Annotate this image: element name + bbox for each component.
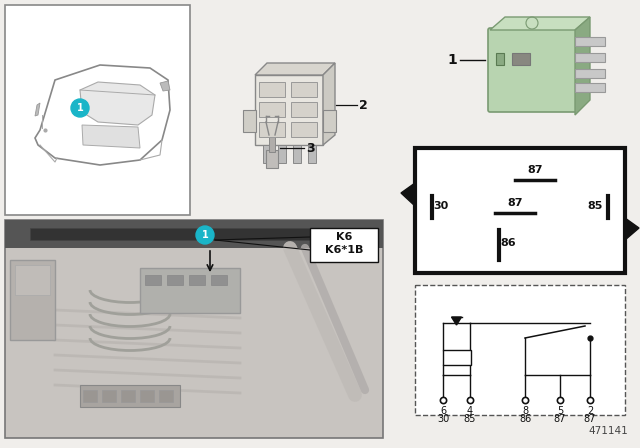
Bar (291, 102, 317, 117)
Bar (5, 220, 383, 248)
Bar (263, 145, 271, 163)
Bar (259, 102, 285, 117)
Bar (291, 82, 317, 97)
Circle shape (71, 99, 89, 117)
Text: 87: 87 (554, 414, 566, 424)
Text: 2: 2 (359, 99, 368, 112)
Polygon shape (35, 65, 170, 165)
Bar (575, 37, 605, 46)
Bar (308, 145, 316, 163)
Bar (415, 148, 625, 273)
Bar (102, 390, 116, 402)
Bar (140, 268, 240, 313)
Bar (167, 275, 183, 285)
Bar (575, 53, 605, 62)
Polygon shape (401, 183, 415, 206)
Bar (5, 220, 383, 438)
Bar (259, 82, 285, 97)
Bar (442, 350, 470, 365)
Bar (145, 275, 161, 285)
Text: 1: 1 (447, 53, 457, 67)
Bar (496, 53, 504, 65)
Bar (211, 275, 227, 285)
Bar (259, 122, 285, 137)
Polygon shape (323, 63, 335, 145)
Bar (512, 53, 530, 65)
Bar (310, 228, 378, 262)
Polygon shape (575, 17, 590, 115)
Bar (291, 122, 317, 137)
Text: 86: 86 (519, 414, 531, 424)
Bar (575, 69, 605, 78)
Text: 6: 6 (440, 406, 446, 416)
Bar (15, 265, 50, 295)
Text: 86: 86 (500, 238, 516, 248)
Bar (5, 5, 190, 215)
Polygon shape (160, 81, 170, 91)
Bar (575, 83, 605, 92)
Polygon shape (490, 17, 590, 30)
Polygon shape (451, 317, 461, 325)
Bar (415, 285, 625, 415)
Bar (293, 145, 301, 163)
Text: 4: 4 (467, 406, 473, 416)
Text: K6*1B: K6*1B (325, 245, 363, 255)
Bar (266, 150, 278, 168)
Text: 85: 85 (588, 201, 603, 211)
Text: 3: 3 (306, 142, 315, 155)
Text: 85: 85 (464, 414, 476, 424)
FancyBboxPatch shape (488, 28, 577, 112)
Bar (80, 385, 180, 407)
Bar (83, 390, 97, 402)
Bar (243, 110, 256, 132)
Bar (140, 390, 154, 402)
Bar (189, 275, 205, 285)
Text: 5: 5 (557, 406, 563, 416)
Polygon shape (255, 63, 335, 75)
Text: 471141: 471141 (588, 426, 628, 436)
Polygon shape (82, 125, 140, 148)
Text: 87: 87 (527, 165, 543, 175)
Bar (121, 390, 135, 402)
Bar (323, 110, 336, 132)
Circle shape (196, 226, 214, 244)
Text: 87: 87 (584, 414, 596, 424)
Polygon shape (80, 82, 155, 125)
Bar (278, 145, 286, 163)
Text: 87: 87 (508, 198, 523, 208)
Text: K6: K6 (336, 232, 352, 242)
Bar (159, 390, 173, 402)
Bar (10, 260, 55, 340)
Text: 30: 30 (433, 201, 448, 211)
Text: 2: 2 (587, 406, 593, 416)
Polygon shape (625, 218, 639, 240)
Text: 1: 1 (202, 230, 209, 240)
Text: 1: 1 (77, 103, 83, 113)
Bar (269, 135, 275, 152)
Polygon shape (35, 103, 40, 116)
Text: 8: 8 (522, 406, 528, 416)
Bar (30, 228, 310, 240)
FancyBboxPatch shape (255, 75, 323, 145)
Text: 30: 30 (437, 414, 449, 424)
